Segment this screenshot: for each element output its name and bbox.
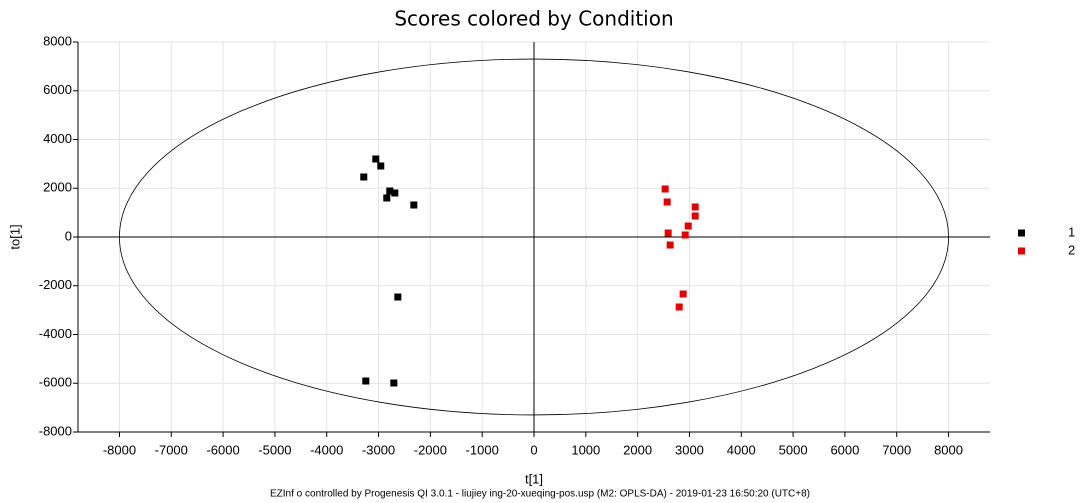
point [360,173,368,181]
x-tick-label: -3000 [362,442,395,457]
x-tick-label: 6000 [830,442,859,457]
point [664,229,672,237]
confidence-ellipse [119,58,949,416]
legend-label: 2 [1068,242,1075,257]
x-tick-label: 7000 [882,442,911,457]
y-tick-label: 6000 [43,82,72,97]
point [679,290,687,298]
point [391,189,399,197]
x-axis-label: t[1] [525,471,543,486]
y-tick-label: -8000 [39,423,72,438]
x-tick-label: -7000 [155,442,188,457]
point [372,155,380,163]
x-tick-label: 2000 [623,442,652,457]
y-tick-label: -6000 [39,375,72,390]
legend-marker [1018,247,1025,255]
x-tick-label: 1000 [571,442,600,457]
point [691,203,699,211]
point [386,187,394,195]
y-tick-label: -2000 [39,277,72,292]
point [410,201,418,209]
y-axis-label: to[1] [7,224,22,249]
point [383,194,391,202]
x-tick-label: -8000 [103,442,136,457]
point [394,293,402,301]
point [377,162,385,170]
point [362,377,370,385]
point [691,212,699,220]
point [661,185,669,193]
legend-label: 1 [1068,224,1075,239]
y-tick-label: -4000 [39,326,72,341]
x-tick-label: 0 [530,442,537,457]
y-tick-label: 0 [65,228,72,243]
chart-title: Scores colored by Condition [394,7,673,31]
y-tick-label: 2000 [43,180,72,195]
x-tick-label: 8000 [934,442,963,457]
legend-marker [1018,229,1025,237]
point [681,231,689,239]
x-tick-label: -5000 [258,442,291,457]
point [390,379,398,387]
footer: EZInf o controlled by Progenesis QI 3.0.… [270,489,810,500]
point [666,241,674,249]
x-tick-label: 3000 [675,442,704,457]
point [663,198,671,206]
x-tick-label: -2000 [414,442,447,457]
point [675,303,683,311]
x-tick-label: -1000 [466,442,499,457]
y-tick-label: 8000 [43,33,72,48]
x-tick-label: 4000 [727,442,756,457]
x-tick-label: 5000 [779,442,808,457]
x-tick-label: -6000 [206,442,239,457]
y-tick-label: 4000 [43,131,72,146]
x-tick-label: -4000 [310,442,343,457]
point [684,222,692,230]
